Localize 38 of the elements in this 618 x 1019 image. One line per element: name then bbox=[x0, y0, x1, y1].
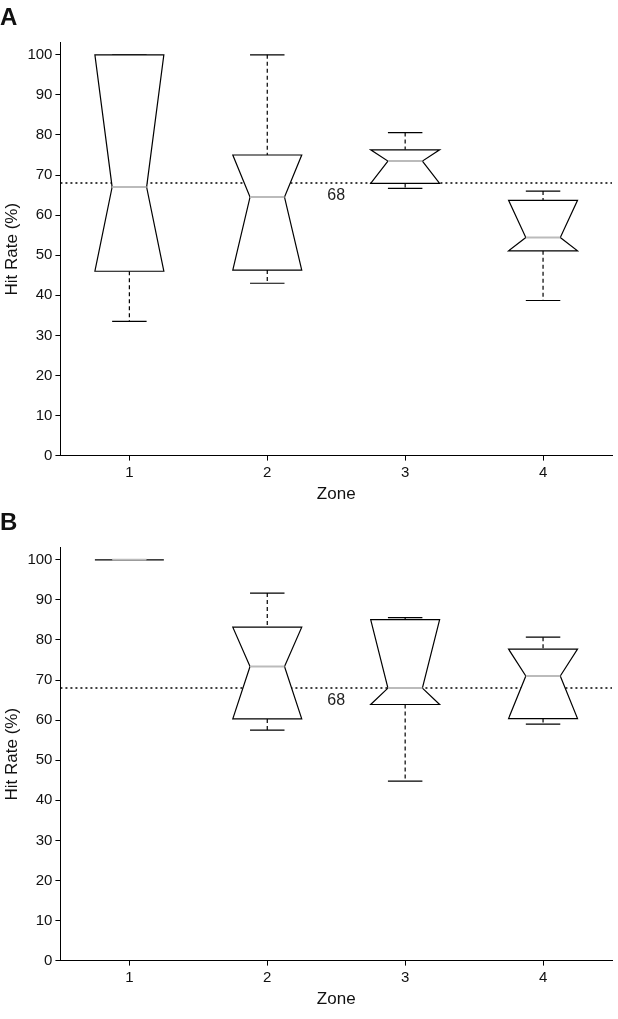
y-tick-label: 60 bbox=[35, 205, 53, 223]
y-tick-label: 90 bbox=[35, 85, 53, 103]
y-tick-label: 30 bbox=[35, 830, 53, 848]
x-tick-label: 1 bbox=[125, 967, 134, 985]
x-tick-label: 4 bbox=[538, 462, 548, 480]
y-tick-label: 20 bbox=[35, 365, 53, 383]
y-tick-label: 80 bbox=[35, 630, 53, 648]
y-tick-label: 50 bbox=[35, 245, 53, 263]
y-tick-label: 100 bbox=[27, 549, 53, 567]
x-tick-label: 3 bbox=[400, 967, 410, 985]
x-axis-title: Zone bbox=[316, 484, 356, 504]
y-axis-title: Hit Rate (%) bbox=[1, 202, 21, 296]
x-tick-label: 4 bbox=[538, 967, 548, 985]
y-tick-label: 10 bbox=[35, 910, 53, 928]
y-tick-label: 80 bbox=[35, 125, 53, 143]
y-tick-label: 40 bbox=[35, 790, 53, 808]
y-tick-label: 90 bbox=[35, 590, 53, 608]
x-tick-label: 1 bbox=[125, 462, 134, 480]
x-tick-label: 2 bbox=[263, 462, 272, 480]
y-tick-label: 40 bbox=[35, 285, 53, 303]
y-tick-label: 20 bbox=[35, 870, 53, 888]
y-tick-label: 30 bbox=[35, 325, 53, 343]
y-tick-label: 0 bbox=[44, 445, 53, 463]
x-tick-label: 2 bbox=[263, 967, 272, 985]
y-tick-label: 100 bbox=[27, 44, 53, 62]
y-tick-label: 70 bbox=[35, 670, 53, 688]
chart-title: B bbox=[0, 508, 18, 536]
x-axis-title: Zone bbox=[316, 989, 356, 1009]
y-tick-label: 70 bbox=[35, 165, 53, 183]
y-axis-title: Hit Rate (%) bbox=[1, 707, 21, 801]
y-tick-label: 50 bbox=[35, 750, 53, 768]
x-tick-label: 3 bbox=[400, 462, 410, 480]
chart-title: A bbox=[0, 3, 18, 31]
y-tick-label: 0 bbox=[44, 950, 53, 968]
y-tick-label: 60 bbox=[35, 710, 53, 728]
ref-line-label: 68 bbox=[327, 691, 346, 709]
y-tick-label: 10 bbox=[35, 405, 53, 423]
ref-line-label: 68 bbox=[327, 186, 346, 204]
